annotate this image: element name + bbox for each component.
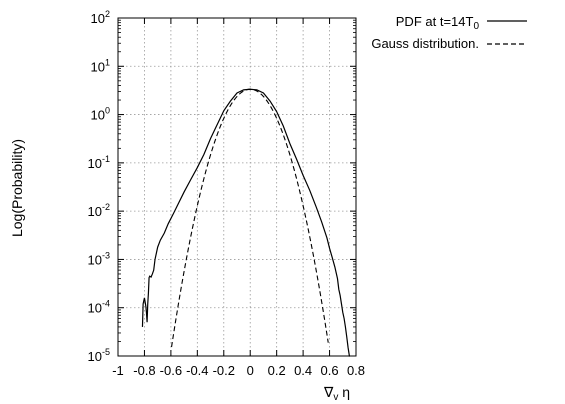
legend-label-gauss: Gauss distribution. <box>371 36 479 51</box>
gauss-series-line <box>171 88 329 348</box>
x-tick-label: 0.8 <box>347 363 365 378</box>
y-axis-title: Log(Probability) <box>9 139 25 237</box>
x-tick-label: -0.6 <box>160 363 182 378</box>
y-tick-label: 100 <box>91 106 110 123</box>
x-tick-label: -0.2 <box>213 363 235 378</box>
series-layer <box>141 88 351 357</box>
grid-lines <box>118 18 356 356</box>
x-tick-labels: -1 -0.8 -0.6 -0.4 -0.2 0 0.2 0.4 0.6 0.8 <box>112 363 365 378</box>
y-tick-label: 102 <box>91 9 110 26</box>
x-tick-label: -1 <box>112 363 124 378</box>
legend-label-pdf: PDF at t=14T0 <box>396 14 480 32</box>
x-axis-title-main: ∇ <box>323 384 334 400</box>
x-tick-label: -0.4 <box>186 363 208 378</box>
legend: PDF at t=14T0 Gauss distribution. <box>371 14 527 51</box>
y-tick-label: 10-1 <box>88 154 110 171</box>
y-tick-label: 10-3 <box>88 250 110 267</box>
y-tick-label: 10-2 <box>88 202 110 219</box>
x-axis-title-tail: η <box>338 384 350 400</box>
y-tick-labels: 10-5 10-4 10-3 10-2 10-1 100 101 102 <box>88 9 110 364</box>
tick-marks <box>117 17 357 357</box>
x-tick-label: 0 <box>247 363 254 378</box>
pdf-series-line <box>141 88 351 357</box>
x-tick-label: 0.4 <box>294 363 312 378</box>
y-tick-label: 10-4 <box>88 299 110 316</box>
x-tick-label: 0.2 <box>268 363 286 378</box>
x-axis-title: ∇v η <box>323 384 350 403</box>
y-tick-label: 101 <box>91 57 110 74</box>
x-axis-title-subscript: v <box>333 392 338 403</box>
legend-label-pdf-main: PDF at t=14T <box>396 14 474 29</box>
legend-label-pdf-subscript: 0 <box>473 21 479 32</box>
x-tick-label: -0.8 <box>133 363 155 378</box>
y-tick-label: 10-5 <box>88 347 110 364</box>
x-tick-label: 0.6 <box>321 363 339 378</box>
plot-frame <box>117 17 357 357</box>
